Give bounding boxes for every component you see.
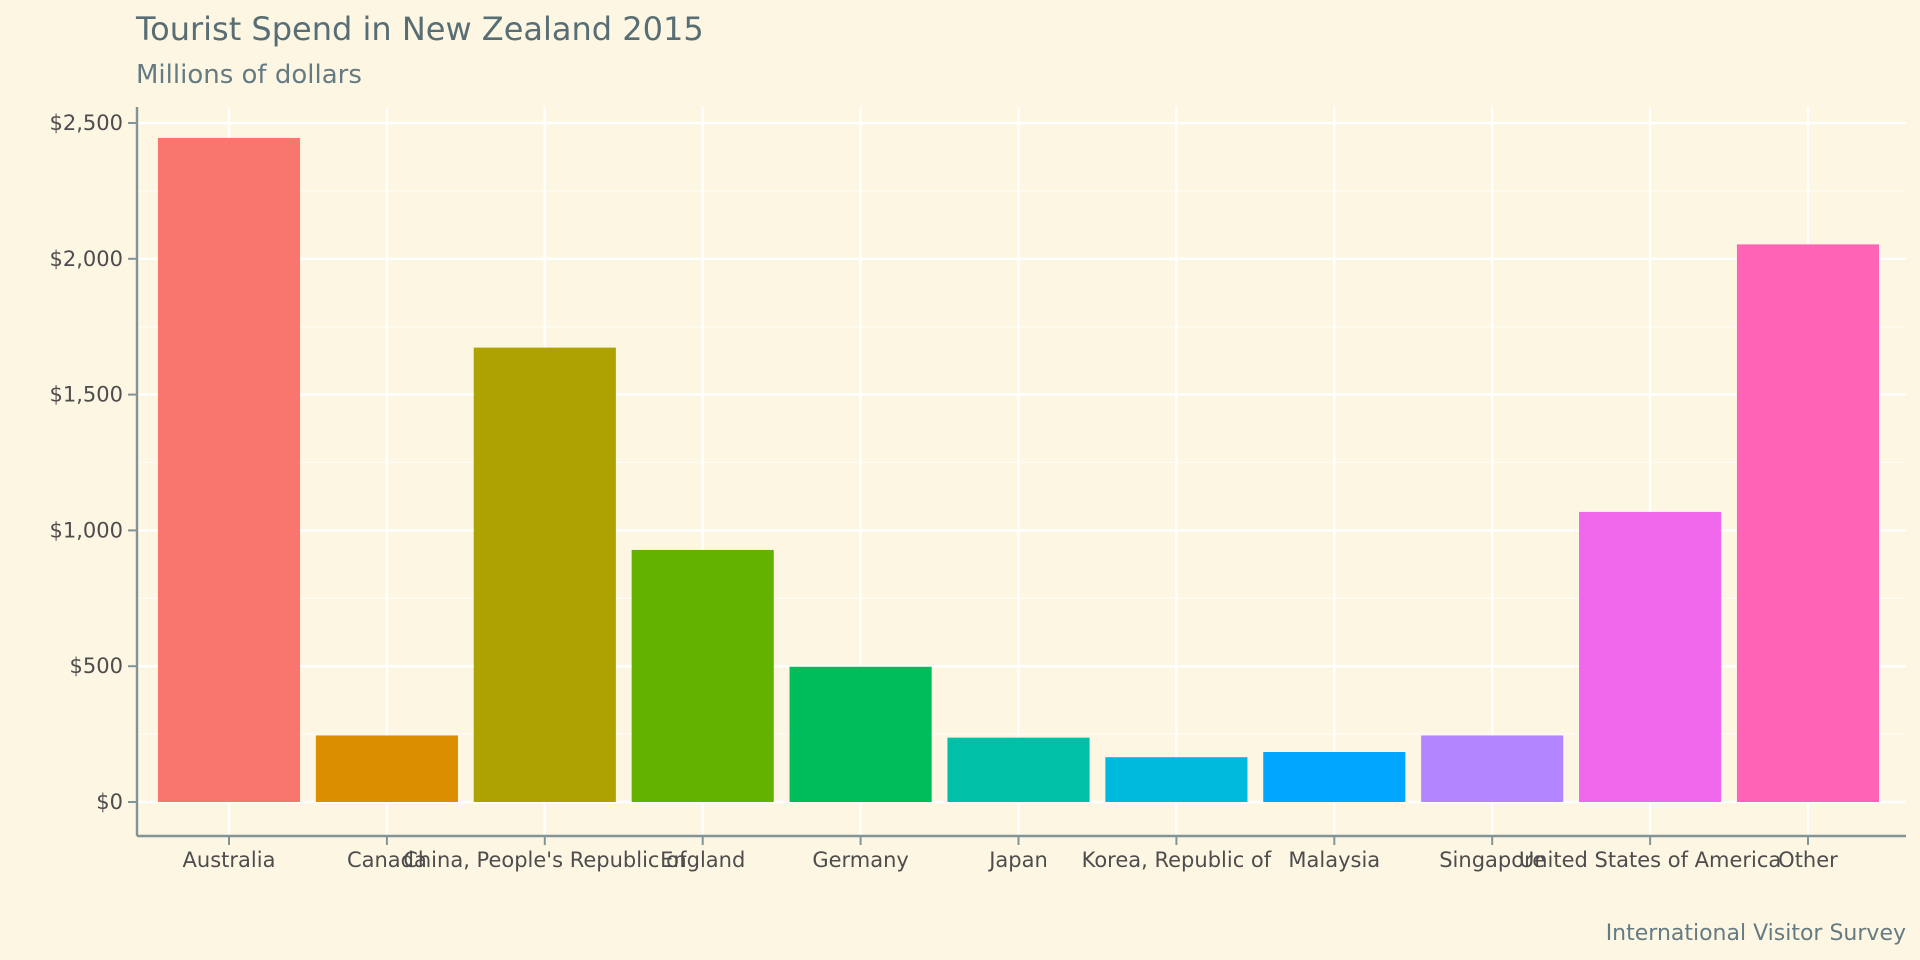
- y-tick-label: $1,000: [50, 518, 123, 542]
- x-tick-label: Canada: [347, 848, 427, 872]
- bar: [1105, 757, 1248, 802]
- bar: [315, 735, 458, 802]
- x-tick-label: Singapore: [1439, 848, 1545, 872]
- chart-title: Tourist Spend in New Zealand 2015: [135, 10, 704, 48]
- x-tick-label: England: [660, 848, 745, 872]
- x-tick-label: China, People's Republic of: [403, 848, 687, 872]
- bar: [631, 549, 774, 802]
- y-tick-label: $0: [96, 790, 123, 814]
- y-tick-label: $1,500: [50, 383, 123, 407]
- y-tick-label: $2,000: [50, 247, 123, 271]
- bar: [1421, 735, 1564, 802]
- chart-subtitle: Millions of dollars: [136, 60, 362, 90]
- x-tick-label: Malaysia: [1288, 848, 1380, 872]
- axes: [135, 107, 1906, 838]
- bar: [947, 737, 1090, 802]
- y-tick-label: $500: [70, 654, 123, 678]
- bar: [1263, 752, 1406, 802]
- x-tick-label: Germany: [812, 848, 909, 872]
- x-tick-label: Korea, Republic of: [1082, 848, 1272, 872]
- y-axis-ticks: $0 $500 $1,000 $1,500 $2,000 $2,500: [50, 111, 137, 814]
- x-tick-label: United States of America: [1519, 848, 1781, 872]
- x-tick-label: Other: [1778, 848, 1838, 872]
- x-tick-label: Australia: [183, 848, 276, 872]
- chart-caption: International Visitor Survey: [1606, 921, 1906, 946]
- bar: [789, 666, 932, 802]
- y-tick-label: $2,500: [50, 111, 123, 135]
- bar: [157, 137, 301, 803]
- x-tick-label: Japan: [987, 848, 1048, 872]
- bar: [1579, 511, 1722, 802]
- bar: [1736, 244, 1880, 802]
- bar: [473, 347, 616, 802]
- bars: [157, 137, 1880, 803]
